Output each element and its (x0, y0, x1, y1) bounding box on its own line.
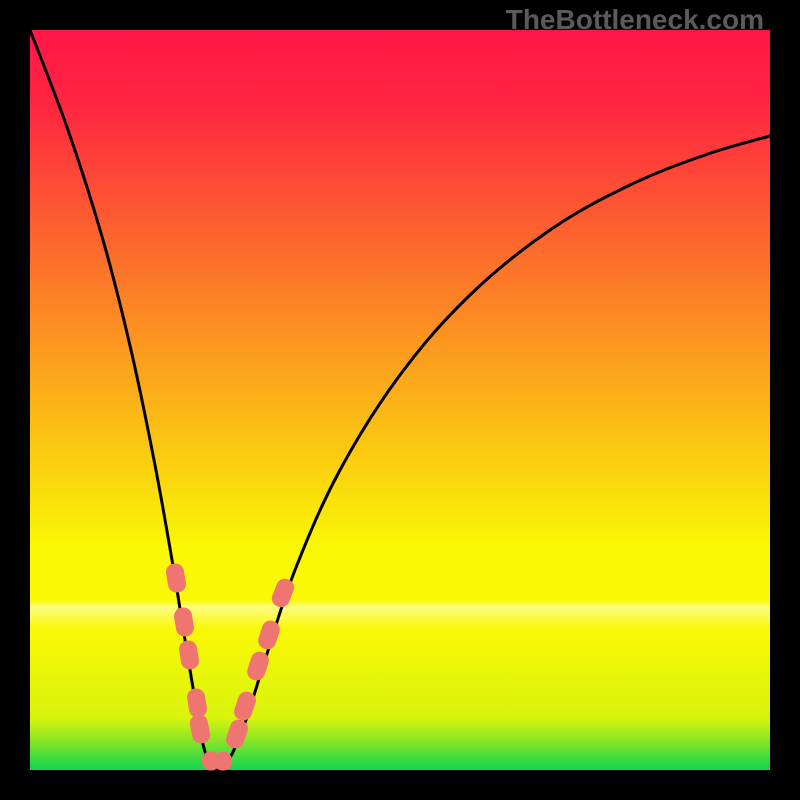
watermark-text: TheBottleneck.com (506, 4, 764, 36)
marker-bottom-1 (215, 752, 232, 770)
chart-svg (0, 0, 800, 800)
chart-frame: TheBottleneck.com (0, 0, 800, 800)
